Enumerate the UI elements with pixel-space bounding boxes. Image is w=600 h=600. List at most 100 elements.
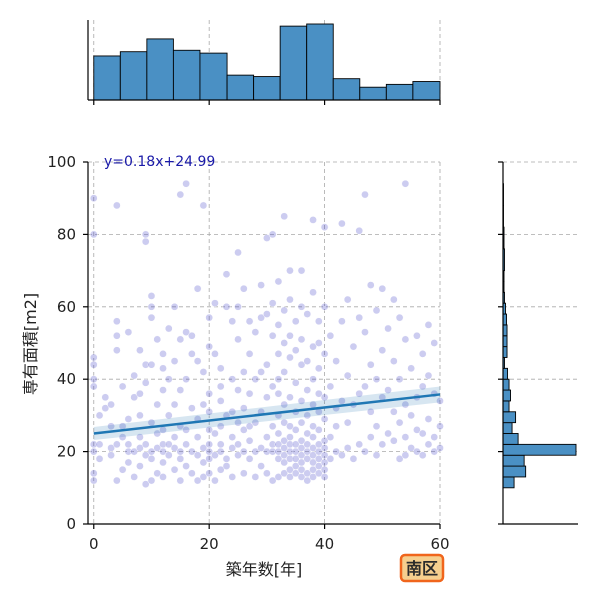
scatter-point xyxy=(320,302,329,311)
scatter-point xyxy=(107,451,115,460)
scatter-point xyxy=(280,368,289,376)
x-axis-title: 築年数[年] xyxy=(226,560,303,579)
scatter-point xyxy=(113,201,121,210)
scatter-point xyxy=(211,476,219,485)
right-hist-bar xyxy=(502,454,525,467)
scatter-point xyxy=(170,400,179,409)
scatter-point xyxy=(268,299,277,308)
scatter-point xyxy=(193,476,202,485)
scatter-point xyxy=(349,454,358,463)
scatter-point xyxy=(326,382,335,391)
scatter-point xyxy=(361,382,369,391)
scatter-point xyxy=(389,436,398,445)
scatter-point xyxy=(436,422,444,431)
scatter-point xyxy=(188,447,196,456)
y-tick-label: 60 xyxy=(57,298,76,316)
scatter-point xyxy=(401,179,410,188)
right-hist-bar xyxy=(502,389,512,402)
scatter-point xyxy=(170,357,179,365)
scatter-point xyxy=(361,447,369,456)
scatter-point xyxy=(389,295,398,304)
scatter-point xyxy=(193,357,202,365)
scatter-point xyxy=(389,407,398,416)
top-hist-bar xyxy=(253,76,281,101)
scatter-point xyxy=(239,447,248,456)
scatter-point xyxy=(280,306,289,315)
scatter-point xyxy=(95,454,104,463)
scatter-point xyxy=(199,201,208,210)
scatter-point xyxy=(263,433,271,441)
top-histogram xyxy=(93,23,441,101)
scatter-point xyxy=(320,393,329,402)
scatter-point xyxy=(378,440,387,449)
scatter-point xyxy=(141,237,150,246)
scatter-point xyxy=(211,429,219,438)
scatter-point xyxy=(286,295,294,304)
scatter-point xyxy=(286,393,294,402)
scatter-point xyxy=(124,458,133,467)
scatter-point xyxy=(338,451,346,460)
scatter-point xyxy=(95,411,104,420)
scatter-point xyxy=(228,433,237,441)
scatter-point xyxy=(188,404,196,413)
x-tick-label: 60 xyxy=(430,535,449,553)
scatter-point xyxy=(372,375,381,384)
scatter-point xyxy=(395,454,404,463)
scatter-point xyxy=(366,360,375,369)
scatter-point xyxy=(268,440,277,449)
scatter-point xyxy=(320,350,329,358)
scatter-point xyxy=(234,335,242,344)
scatter-point xyxy=(372,422,381,431)
scatter-point xyxy=(188,350,196,358)
top-hist-bar xyxy=(93,55,121,101)
scatter-point xyxy=(268,422,277,431)
scatter-point xyxy=(430,447,439,456)
scatter-point xyxy=(216,447,225,456)
scatter-point xyxy=(245,350,254,358)
scatter-point xyxy=(164,451,173,460)
district-badge: 南区 xyxy=(399,553,445,583)
district-badge-box xyxy=(399,553,445,583)
scatter-point xyxy=(349,342,358,351)
scatter-point xyxy=(291,317,300,326)
scatter-point xyxy=(280,400,289,409)
scatter-point xyxy=(153,335,162,344)
scatter-point xyxy=(113,476,121,485)
scatter-point xyxy=(113,440,121,449)
scatter-point xyxy=(205,313,214,322)
scatter-point xyxy=(222,462,231,470)
scatter-point xyxy=(113,331,121,340)
scatter-point xyxy=(234,248,242,257)
scatter-point xyxy=(89,469,98,478)
scatter-point xyxy=(274,375,283,384)
scatter-point xyxy=(147,292,156,300)
scatter-point xyxy=(309,288,317,297)
scatter-point xyxy=(268,382,277,391)
scatter-point xyxy=(389,357,398,365)
x-tick-label: 40 xyxy=(315,535,334,553)
scatter-point xyxy=(413,447,421,456)
scatter-point xyxy=(355,440,364,449)
scatter-point xyxy=(263,234,271,242)
scatter-point xyxy=(274,429,283,438)
scatter-point xyxy=(291,426,300,434)
scatter-point xyxy=(291,440,300,449)
scatter-point xyxy=(343,418,352,427)
scatter-point xyxy=(193,284,202,293)
scatter-point xyxy=(286,433,294,441)
scatter-point xyxy=(216,465,225,474)
regression-equation: y=0.18x+24.99 xyxy=(104,154,215,170)
scatter-point xyxy=(268,476,277,485)
scatter-point xyxy=(424,371,433,380)
scatter-point xyxy=(118,433,127,441)
scatter-point xyxy=(182,328,190,336)
scatter-point xyxy=(245,422,254,431)
scatter-point xyxy=(170,444,179,452)
scatter-point xyxy=(424,415,433,423)
right-hist-bar xyxy=(502,443,577,456)
scatter-point xyxy=(401,451,410,460)
scatter-point xyxy=(320,415,329,423)
scatter-point xyxy=(314,426,323,434)
top-hist-bar xyxy=(199,52,228,101)
